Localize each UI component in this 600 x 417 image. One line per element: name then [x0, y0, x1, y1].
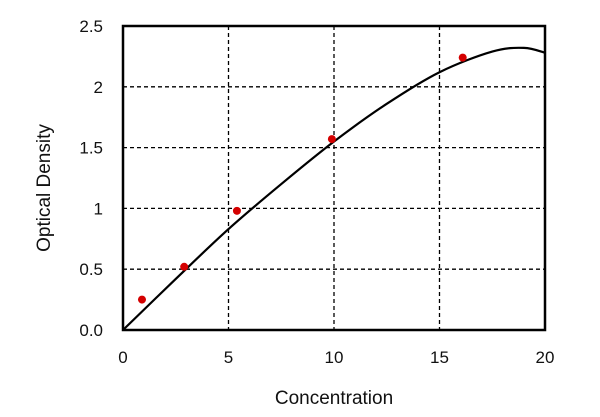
y-axis-ticks: 0.0 0.5 1 1.5 2 2.5 [79, 17, 103, 340]
data-points [137, 53, 467, 304]
x-tick-label: 0 [118, 348, 127, 367]
x-tick-label: 10 [325, 348, 344, 367]
grid-lines [123, 26, 545, 330]
data-point [458, 53, 467, 62]
data-point [137, 295, 146, 304]
y-tick-label: 0.0 [79, 321, 103, 340]
data-point [232, 206, 241, 215]
data-point [180, 262, 189, 271]
y-tick-label: 2.5 [79, 17, 103, 36]
y-tick-label: 1 [94, 199, 103, 218]
y-tick-label: 2 [94, 78, 103, 97]
x-tick-label: 20 [536, 348, 555, 367]
y-tick-label: 1.5 [79, 139, 103, 158]
x-axis-label: Concentration [275, 388, 393, 409]
x-tick-label: 15 [430, 348, 449, 367]
x-tick-label: 5 [224, 348, 233, 367]
y-axis-label: Optical Density [34, 124, 55, 252]
plot-frame [121, 24, 547, 332]
x-axis-ticks: 0 5 10 15 20 [118, 348, 554, 367]
y-tick-label: 0.5 [79, 260, 103, 279]
fitted-curve [122, 46, 546, 331]
data-point [327, 135, 336, 144]
